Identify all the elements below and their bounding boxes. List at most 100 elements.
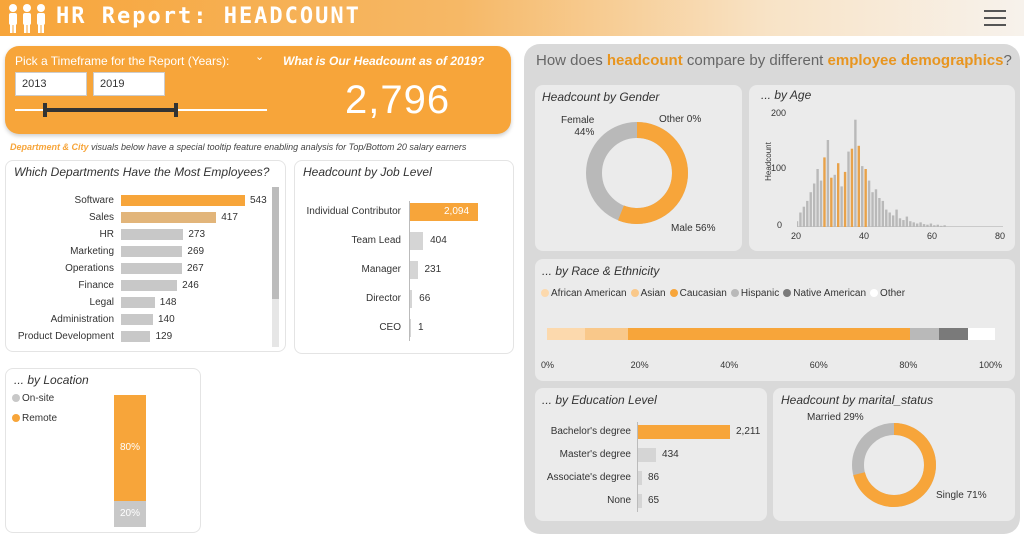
department-bar[interactable]: [121, 280, 178, 291]
demographics-question: How does headcount compare by different …: [536, 52, 1012, 69]
age-bar: [826, 140, 830, 227]
joblevel-bar[interactable]: [410, 319, 411, 337]
race-segment[interactable]: [968, 328, 995, 340]
department-value: 148: [159, 297, 177, 308]
chevron-down-icon[interactable]: ⌄: [255, 51, 265, 63]
education-value: 86: [648, 472, 660, 483]
timeframe-label: Pick a Timeframe for the Report (Years):: [15, 54, 230, 68]
age-ytick-0: 0: [777, 220, 783, 230]
department-bar[interactable]: [121, 263, 182, 274]
kpi-value: 2,796: [345, 78, 451, 122]
department-label: Product Development: [17, 331, 114, 342]
joblevel-bar[interactable]: [410, 261, 418, 279]
education-card: ... by Education Level Bachelor's degree…: [535, 388, 767, 521]
department-label: Operations: [65, 263, 114, 274]
marital-donut[interactable]: [847, 418, 941, 512]
joblevel-bar[interactable]: [410, 290, 413, 308]
department-value: 543: [250, 195, 267, 206]
department-label: Sales: [88, 212, 114, 223]
race-segment[interactable]: [909, 328, 939, 340]
race-stacked-bar[interactable]: [547, 328, 995, 340]
race-segment[interactable]: [627, 328, 910, 340]
education-bar[interactable]: [638, 471, 642, 485]
gender-title: Headcount by Gender: [542, 90, 660, 104]
age-bar: [871, 192, 874, 227]
department-value: 246: [182, 280, 199, 291]
department-value: 269: [187, 246, 205, 257]
age-bar: [905, 216, 909, 227]
start-year-input[interactable]: 2013: [15, 72, 87, 96]
race-segment[interactable]: [585, 328, 628, 340]
age-title: ... by Age: [761, 88, 812, 102]
departments-scroll-thumb[interactable]: [272, 187, 279, 299]
race-legend-item[interactable]: African American: [541, 288, 627, 299]
age-bar: [854, 119, 857, 227]
location-card: ... by Location On-site Remote 80% 20%: [5, 368, 201, 533]
age-bar: [819, 180, 823, 227]
department-bar[interactable]: [121, 331, 151, 342]
race-legend-item[interactable]: Other: [870, 288, 905, 299]
people-icon: [9, 4, 45, 33]
slider-end-handle[interactable]: [174, 103, 179, 117]
age-ytick-100: 100: [771, 163, 787, 173]
joblevel-bar[interactable]: [410, 203, 478, 221]
department-bar[interactable]: [121, 246, 183, 257]
age-bar: [867, 180, 871, 227]
race-card: ... by Race & Ethnicity African American…: [535, 259, 1015, 381]
location-onsite-bar[interactable]: 20%: [114, 500, 146, 527]
department-bar[interactable]: [121, 314, 153, 325]
race-legend-item[interactable]: Native American: [783, 288, 866, 299]
education-bar[interactable]: [638, 425, 730, 439]
race-legend-item[interactable]: Asian: [630, 288, 666, 299]
department-bar[interactable]: [121, 195, 245, 206]
age-bar: [912, 222, 915, 227]
end-year-input[interactable]: 2019: [93, 72, 165, 96]
department-value: 267: [186, 263, 204, 274]
age-xtick-80: 80: [995, 231, 1006, 241]
age-bar: [809, 192, 812, 227]
age-bar: [802, 206, 806, 227]
joblevel-bar[interactable]: [410, 232, 424, 250]
department-label: Administration: [50, 314, 114, 325]
race-segment[interactable]: [547, 328, 586, 340]
joblevel-value: 231: [424, 264, 442, 275]
age-bar: [919, 222, 922, 227]
department-bar[interactable]: [121, 229, 184, 240]
slider-start-handle[interactable]: [43, 103, 48, 117]
age-bar: [888, 212, 891, 227]
gender-donut[interactable]: [581, 117, 693, 229]
race-legend-item[interactable]: Caucasian: [669, 288, 727, 299]
race-xtick: 20%: [630, 360, 649, 370]
marital-single-label: Single 71%: [936, 490, 987, 501]
tooltip-note: Department & City visuals below have a s…: [10, 142, 466, 152]
race-legend-label: Asian: [640, 288, 666, 299]
department-bar[interactable]: [121, 297, 155, 308]
department-value: 417: [221, 212, 238, 223]
race-segment[interactable]: [938, 328, 969, 340]
gender-male-label: Male 56%: [671, 223, 716, 234]
education-bar[interactable]: [638, 448, 657, 462]
note-highlight: Department & City: [10, 142, 89, 152]
hamburger-icon[interactable]: [984, 10, 1006, 28]
age-histogram[interactable]: [797, 111, 1003, 227]
joblevel-value: 1: [418, 322, 424, 333]
gender-card: Headcount by Gender Female 44% Other 0% M…: [535, 85, 742, 251]
gender-female-label: Female 44%: [561, 115, 595, 138]
kpi-question: What is Our Headcount as of 2019?: [283, 54, 485, 68]
education-label: None: [607, 495, 631, 506]
marital-card: Headcount by marital_status Married 29% …: [773, 388, 1015, 521]
department-bar[interactable]: [121, 212, 217, 223]
age-bar: [850, 148, 854, 227]
age-bar: [933, 225, 936, 227]
age-bar: [943, 225, 946, 227]
legend-dot-icon: [870, 289, 879, 297]
age-bar: [874, 189, 878, 227]
education-bar[interactable]: [638, 494, 642, 508]
age-bar: [816, 169, 819, 227]
onsite-pct: 20%: [119, 507, 140, 519]
education-label: Master's degree: [559, 449, 631, 460]
location-remote-bar[interactable]: 80%: [114, 395, 146, 501]
race-legend-item[interactable]: Hispanic: [730, 288, 779, 299]
age-bar: [797, 221, 799, 227]
age-bar: [861, 166, 864, 227]
